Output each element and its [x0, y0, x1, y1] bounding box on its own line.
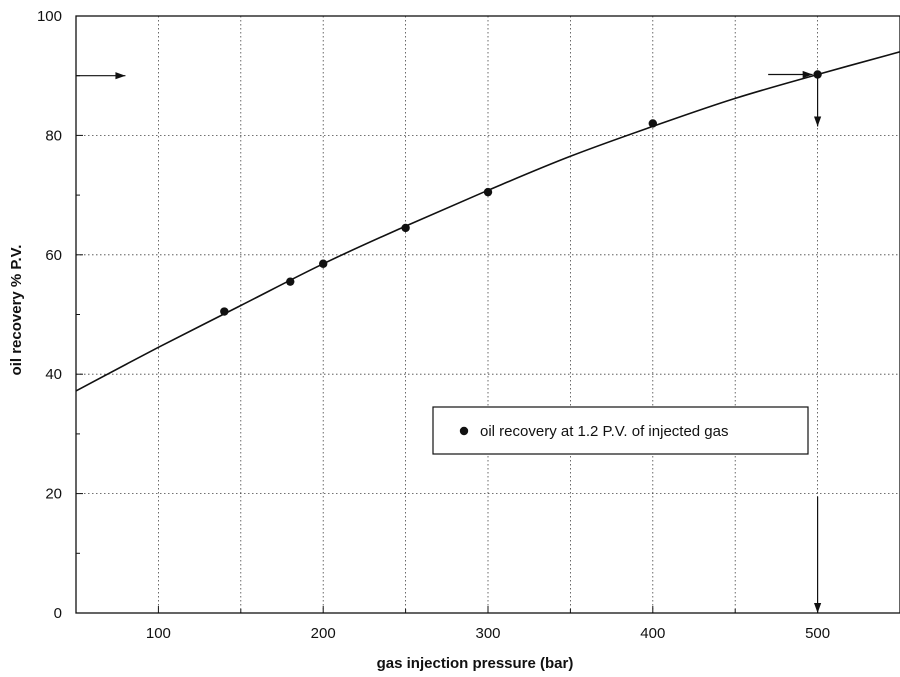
y-tick-label: 40: [45, 366, 62, 383]
arrow-head: [115, 72, 126, 80]
arrow-head: [802, 70, 813, 79]
annotation-arrow: [76, 72, 126, 80]
x-axis-title: gas injection pressure (bar): [377, 655, 574, 672]
legend-box: [432, 406, 809, 455]
annotation-arrow: [814, 496, 822, 613]
y-tick-label: 100: [37, 8, 62, 25]
legend: oil recovery at 1.2 P.V. of injected gas: [432, 406, 809, 455]
y-tick-label: 60: [45, 247, 62, 264]
annotation-arrows: [76, 70, 822, 613]
data-point: [483, 187, 493, 197]
y-axis-title: oil recovery % P.V.: [8, 245, 25, 376]
arrow-head: [814, 116, 822, 127]
x-tick-label: 300: [475, 625, 500, 642]
data-points: [220, 70, 822, 316]
legend-label: oil recovery at 1.2 P.V. of injected gas: [480, 423, 729, 440]
x-tick-label: 100: [146, 625, 171, 642]
axis-ticks: 100 200 300 400 500 0 20 40 60 80 100: [37, 8, 830, 642]
data-point: [220, 307, 229, 316]
y-tick-label: 20: [45, 486, 62, 503]
grid: [76, 16, 900, 613]
y-tick-label: 80: [45, 127, 62, 144]
x-tick-label: 400: [640, 625, 665, 642]
plot-frame: [75, 15, 900, 614]
y-tick-label: 0: [54, 605, 62, 622]
annotation-arrow: [768, 70, 813, 79]
data-point: [319, 259, 328, 268]
legend-marker: [459, 426, 469, 436]
data-point: [286, 277, 295, 286]
data-point: [648, 119, 657, 128]
annotation-arrow: [814, 74, 822, 127]
x-tick-label: 200: [311, 625, 336, 642]
x-tick-label: 500: [805, 625, 830, 642]
arrow-head: [814, 603, 822, 613]
data-point: [401, 223, 410, 233]
